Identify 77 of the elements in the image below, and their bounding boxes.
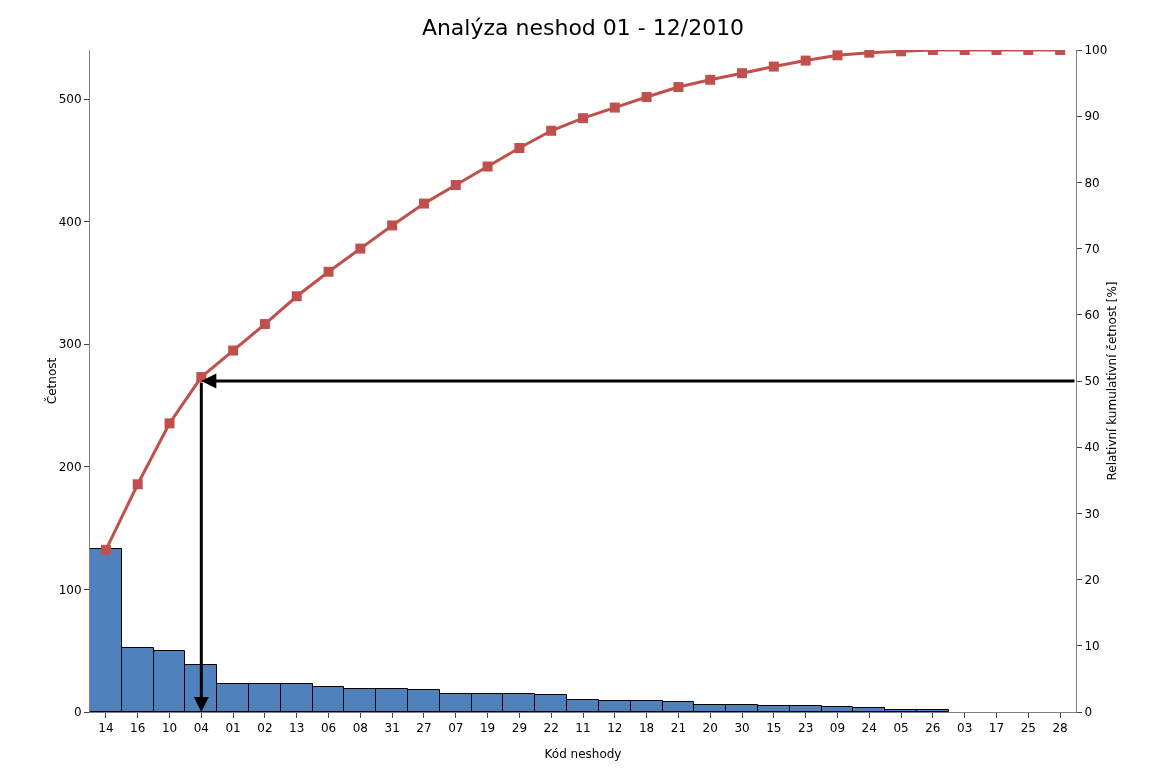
x-tick-label: 22 xyxy=(543,721,559,736)
point xyxy=(291,291,302,302)
point xyxy=(196,372,207,383)
point xyxy=(100,544,111,555)
y-tick-label: 500 xyxy=(58,92,82,107)
x-tick-label: 12 xyxy=(607,721,623,736)
point xyxy=(737,68,748,79)
point xyxy=(864,50,875,58)
point xyxy=(609,102,620,113)
point xyxy=(132,479,143,490)
y2-axis-title: Relativní kumulativní četnost [%] xyxy=(1105,281,1119,481)
y2-tick-label: 40 xyxy=(1084,440,1100,455)
y-tick-label: 0 xyxy=(73,705,82,720)
y2-tick-label: 100 xyxy=(1084,43,1108,58)
x-tick-label: 19 xyxy=(479,721,496,736)
y2-tick-label: 80 xyxy=(1084,175,1100,190)
chart-title: Analýza neshod 01 - 12/2010 xyxy=(421,14,745,40)
y2-tick-label: 90 xyxy=(1084,109,1100,124)
x-tick-label: 31 xyxy=(384,721,400,736)
point xyxy=(578,113,588,124)
x-tick-label: 08 xyxy=(352,721,368,736)
x-tick-label: 04 xyxy=(193,721,209,736)
point xyxy=(482,161,493,172)
x-tick-label: 09 xyxy=(829,721,846,736)
x-tick-label: 21 xyxy=(670,721,687,736)
y-tick-label: 400 xyxy=(58,214,82,229)
x-tick-label: 02 xyxy=(257,721,273,736)
x-tick-label: 17 xyxy=(988,721,1005,736)
y-axis-title: Četnost xyxy=(44,357,59,405)
x-tick-label: 28 xyxy=(1052,721,1068,736)
x-tick-label: 20 xyxy=(702,721,718,736)
point xyxy=(546,125,557,136)
y2-tick-label: 60 xyxy=(1084,308,1100,322)
y-tick-label: 300 xyxy=(58,337,82,352)
x-tick-label: 26 xyxy=(925,721,941,736)
x-tick-label: 16 xyxy=(130,721,146,736)
x-axis-title: Kód neshody xyxy=(544,747,622,761)
point xyxy=(418,198,429,209)
x-tick-label: 14 xyxy=(98,721,114,736)
point xyxy=(514,142,525,153)
y-tick-label: 200 xyxy=(58,460,82,475)
x-tick-label: 23 xyxy=(798,721,814,736)
x-tick-label: 25 xyxy=(1020,721,1036,736)
point xyxy=(832,50,843,61)
y-tick-label: 100 xyxy=(58,582,82,597)
point xyxy=(673,82,684,93)
y2-tick-label: 0 xyxy=(1084,705,1093,720)
point xyxy=(387,220,398,231)
point xyxy=(164,418,175,429)
point xyxy=(323,266,334,277)
point xyxy=(705,74,716,85)
x-tick-label: 29 xyxy=(511,721,528,736)
x-tick-label: 05 xyxy=(893,721,909,736)
x-tick-label: 11 xyxy=(575,721,591,736)
y2-tick-label: 70 xyxy=(1084,241,1100,256)
x-tick-label: 01 xyxy=(225,721,241,736)
x-tick-label: 10 xyxy=(161,721,178,736)
y2-tick-label: 20 xyxy=(1084,572,1100,587)
point xyxy=(259,319,270,330)
x-tick-label: 03 xyxy=(957,721,973,736)
point xyxy=(355,243,366,254)
x-tick-label: 27 xyxy=(416,721,432,736)
point xyxy=(800,55,811,66)
point xyxy=(768,61,779,72)
x-tick-label: 06 xyxy=(320,721,337,736)
y2-tick-label: 50 xyxy=(1084,374,1100,389)
y2-tick-label: 30 xyxy=(1084,506,1100,521)
point xyxy=(641,92,652,102)
x-tick-label: 07 xyxy=(448,721,464,736)
point xyxy=(228,345,239,356)
x-tick-label: 15 xyxy=(766,721,782,736)
x-tick-label: 24 xyxy=(861,721,877,736)
point xyxy=(450,180,461,191)
x-tick-label: 30 xyxy=(734,721,750,736)
x-tick-label: 13 xyxy=(289,721,305,736)
x-tick-label: 18 xyxy=(638,721,655,736)
y2-tick-label: 10 xyxy=(1084,639,1100,653)
